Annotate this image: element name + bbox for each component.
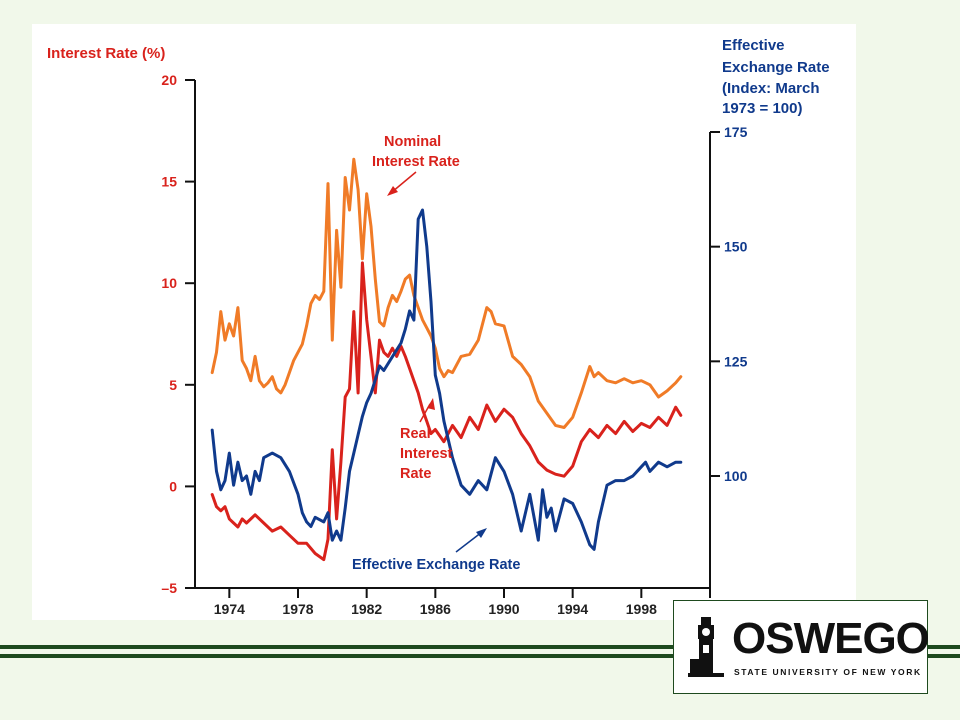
x-tick-label: 1990 xyxy=(488,601,519,617)
left-tick-label: 10 xyxy=(161,275,177,291)
right-axis-title-line-1: Effective xyxy=(722,37,785,54)
right-axis-title-line-2: Exchange Rate xyxy=(722,59,830,76)
exchange-annotation-text: Effective Exchange Rate xyxy=(352,557,520,573)
x-tick-label: 1998 xyxy=(626,601,657,617)
right-tick-label: 150 xyxy=(724,239,748,255)
real-annotation-line-1: Real xyxy=(400,426,431,442)
clock-tower-icon xyxy=(688,617,724,677)
nominal-annotation-arrow xyxy=(391,171,417,193)
real-series-line xyxy=(210,261,683,562)
right-axis-ticks: 175 150 125 100 xyxy=(710,124,748,484)
left-tick-label: 5 xyxy=(169,377,177,393)
x-tick-label: 1978 xyxy=(282,601,313,617)
exchange-annotation-arrowhead xyxy=(476,528,487,538)
exchange-annotation: Effective Exchange Rate xyxy=(352,528,520,573)
nominal-series-line xyxy=(210,157,683,429)
logo-subtitle: STATE UNIVERSITY OF NEW YORK xyxy=(734,667,922,677)
series-layer xyxy=(210,157,683,562)
dual-axis-line-chart: Interest Rate (%) Effective Exchange Rat… xyxy=(47,37,830,617)
right-axis-title-line-4: 1973 = 100) xyxy=(722,100,803,117)
nominal-annotation: Nominal Interest Rate xyxy=(372,134,460,196)
real-annotation: Real Interest Rate xyxy=(400,398,453,482)
x-tick-label: 1986 xyxy=(420,601,451,617)
left-axis-ticks: 20 15 10 5 0 –5 xyxy=(161,72,195,596)
footer-rule-right-lower xyxy=(927,654,960,658)
footer-rule-lower xyxy=(0,654,673,658)
exchange-annotation-arrow xyxy=(455,531,483,553)
x-tick-label: 1994 xyxy=(557,601,588,617)
x-tick-label: 1982 xyxy=(351,601,382,617)
left-tick-label: 15 xyxy=(161,174,177,190)
nominal-annotation-line-1: Nominal xyxy=(384,134,441,150)
right-tick-label: 125 xyxy=(724,353,748,369)
left-tick-label: 0 xyxy=(169,478,177,494)
right-axis-title-line-3: (Index: March xyxy=(722,80,820,97)
exchange-series-line xyxy=(210,208,683,551)
real-annotation-line-3: Rate xyxy=(400,466,431,482)
x-tick-label: 1974 xyxy=(214,601,245,617)
real-annotation-arrowhead xyxy=(427,398,435,410)
left-axis-title: Interest Rate (%) xyxy=(47,45,165,62)
footer-rule-upper xyxy=(0,645,673,649)
nominal-annotation-arrowhead xyxy=(387,186,398,196)
right-tick-label: 175 xyxy=(724,124,748,140)
footer-rule-right-upper xyxy=(927,645,960,649)
chart-panel: Interest Rate (%) Effective Exchange Rat… xyxy=(32,24,856,620)
oswego-logo: OSWEGO STATE UNIVERSITY OF NEW YORK xyxy=(673,600,930,694)
left-tick-label: 20 xyxy=(161,72,177,88)
real-annotation-line-2: Interest xyxy=(400,446,453,462)
nominal-annotation-line-2: Interest Rate xyxy=(372,154,460,170)
right-tick-label: 100 xyxy=(724,468,748,484)
right-axis-title: Effective Exchange Rate (Index: March 19… xyxy=(722,37,830,117)
x-axis-ticks: 19741978198219861990199419982002 xyxy=(214,588,726,617)
left-tick-label: –5 xyxy=(161,580,177,596)
logo-wordmark: OSWEGO xyxy=(732,614,930,663)
